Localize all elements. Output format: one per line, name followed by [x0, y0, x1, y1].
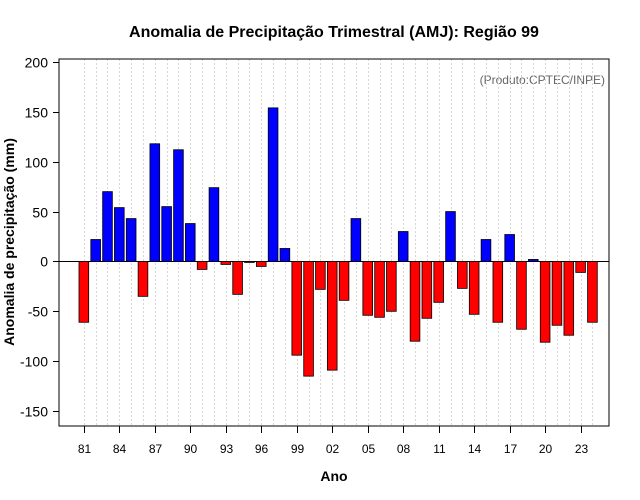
xtick-label-6: 99 [291, 442, 305, 456]
bar-2006 [374, 261, 385, 318]
vertical-gridlines [84, 59, 593, 426]
bar-2008 [397, 231, 409, 262]
bar-2004 [350, 218, 362, 262]
bar-2017 [504, 234, 515, 262]
xtick-label-0: 81 [78, 442, 92, 456]
xtick-label-7: 02 [326, 442, 340, 456]
bar-2018 [516, 261, 527, 330]
ytick-label-6: 150 [25, 105, 49, 121]
xtick-label-9: 08 [397, 442, 411, 456]
bars [78, 107, 598, 377]
ytick-label-5: 100 [25, 155, 49, 171]
bar-1982 [90, 239, 101, 262]
bar-1992 [208, 187, 220, 262]
bar-1997 [267, 107, 279, 262]
ytick-label-4: 50 [32, 205, 48, 221]
bar-2002 [326, 261, 338, 371]
bar-2020 [539, 261, 551, 343]
xtick-label-10: 11 [433, 442, 446, 456]
bar-2011 [433, 261, 444, 303]
bar-1998 [279, 248, 291, 262]
y-axis-label: Anomalia de precipitação (mm) [1, 138, 17, 346]
xtick-label-2: 87 [149, 442, 163, 456]
bar-2014 [468, 261, 480, 315]
ytick-label-3: 0 [40, 254, 48, 270]
xtick-label-4: 93 [220, 442, 234, 456]
xtick-label-12: 17 [504, 442, 518, 456]
bar-1993 [220, 261, 232, 265]
bar-2016 [492, 261, 504, 323]
bar-2007 [386, 261, 397, 312]
bar-1986 [137, 261, 149, 297]
ytick-label-0: -150 [20, 404, 48, 420]
x-axis-label: Ano [320, 468, 347, 484]
xtick-label-1: 84 [113, 442, 127, 456]
xtick-label-8: 05 [362, 442, 376, 456]
bar-2024 [587, 261, 598, 323]
bar-1985 [125, 218, 137, 262]
bar-1988 [161, 206, 172, 262]
bar-2003 [338, 261, 350, 301]
xtick-label-3: 90 [184, 442, 198, 456]
bar-2010 [421, 261, 433, 319]
bar-1984 [114, 207, 125, 262]
chart-title: Anomalia de Precipitação Trimestral (AMJ… [129, 24, 539, 41]
bar-2013 [457, 261, 468, 289]
bar-1987 [149, 143, 161, 262]
xtick-label-13: 20 [539, 442, 553, 456]
bar-2015 [480, 239, 492, 262]
ytick-label-1: -100 [20, 354, 48, 370]
bar-2022 [563, 261, 575, 336]
bar-2023 [575, 261, 586, 273]
ytick-label-2: -50 [28, 304, 48, 320]
y-axis: -150 -100 -50 0 50 100 150 200 [20, 55, 59, 420]
bar-2005 [362, 261, 373, 316]
bar-1996 [256, 261, 267, 267]
bar-2000 [303, 261, 314, 377]
plot-frame [58, 58, 610, 427]
ytick-label-7: 200 [25, 55, 49, 71]
xtick-label-14: 23 [575, 442, 589, 456]
bar-2001 [315, 261, 326, 290]
bar-2021 [551, 261, 563, 326]
bar-1991 [196, 261, 208, 270]
bar-2009 [409, 261, 421, 342]
bar-1995 [244, 261, 255, 263]
bar-2019 [528, 259, 539, 262]
bar-1999 [291, 261, 302, 356]
bar-2012 [445, 211, 456, 262]
bar-1994 [232, 261, 243, 295]
xtick-label-5: 96 [255, 442, 269, 456]
bar-1989 [173, 149, 184, 262]
xtick-label-11: 14 [468, 442, 482, 456]
bar-1990 [185, 223, 196, 262]
bar-1981 [78, 261, 90, 323]
bar-1983 [102, 191, 113, 262]
x-axis: 81 84 87 90 93 96 99 02 05 08 11 14 17 20 23 [78, 426, 589, 456]
